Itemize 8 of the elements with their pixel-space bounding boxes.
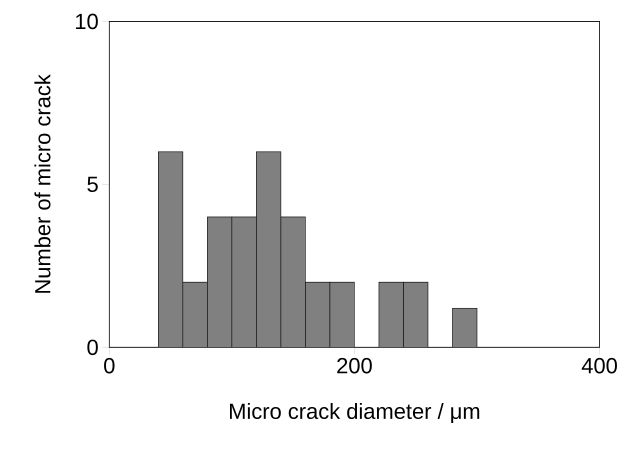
y-tick-label: 5 <box>87 176 98 192</box>
y-tick-label: 0 <box>87 339 98 355</box>
x-tick-label: 0 <box>104 358 115 374</box>
y-axis-title: Number of micro crack <box>34 74 50 293</box>
x-tick-label: 200 <box>337 358 372 374</box>
x-tick-label: 400 <box>582 358 617 374</box>
y-tick-label: 10 <box>76 13 98 30</box>
x-axis-title: Micro crack diameter / μm <box>230 402 480 423</box>
